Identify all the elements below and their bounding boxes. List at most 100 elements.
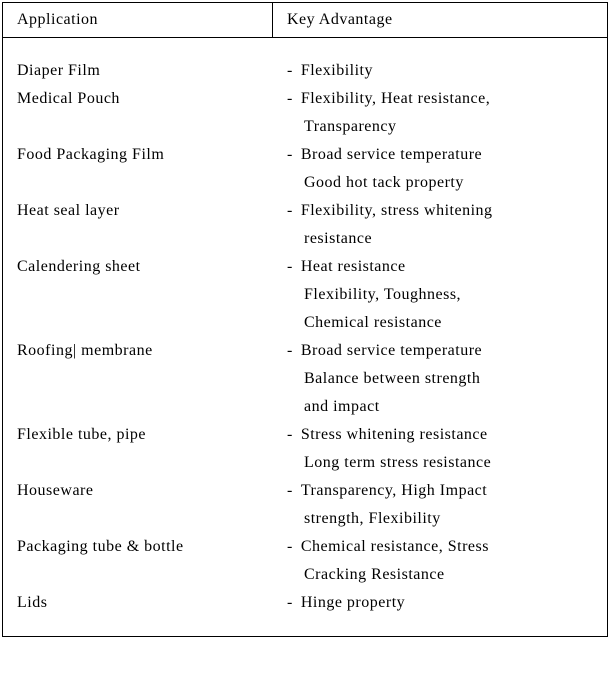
- advantage-cell: -Flexibility, Heat resistance,: [287, 86, 593, 112]
- advantage-text: Transparency: [304, 114, 397, 140]
- header-advantage: Key Advantage: [273, 3, 608, 38]
- advantage-line: -Chemical resistance, Stress: [287, 534, 593, 560]
- advantage-cell: -Flexibility, stress whitening: [287, 198, 593, 224]
- advantage-line: -Transparency, High Impact: [287, 478, 593, 504]
- table-row: Transparency: [17, 114, 593, 140]
- advantage-text: strength, Flexibility: [304, 506, 441, 532]
- advantage-text: Broad service temperature: [301, 338, 482, 364]
- advantage-cell: strength, Flexibility: [287, 506, 593, 532]
- advantage-line: Transparency: [287, 114, 593, 140]
- table-row: Balance between strength: [17, 366, 593, 392]
- bullet-icon: -: [287, 58, 301, 84]
- advantage-text: Good hot tack property: [304, 170, 464, 196]
- bullet-icon: -: [287, 338, 301, 364]
- indent-spacer: [287, 226, 304, 252]
- indent-spacer: [287, 170, 304, 196]
- advantage-text: Long term stress resistance: [304, 450, 491, 476]
- bullet-icon: -: [287, 86, 301, 112]
- table-row: Good hot tack property: [17, 170, 593, 196]
- application-cell: Medical Pouch: [17, 86, 287, 112]
- application-cell: Heat seal layer: [17, 198, 287, 224]
- bullet-icon: -: [287, 142, 301, 168]
- advantage-line: -Flexibility, stress whitening: [287, 198, 593, 224]
- application-cell: Calendering sheet: [17, 254, 287, 280]
- application-cell: Houseware: [17, 478, 287, 504]
- table-body-cell: Diaper Film-FlexibilityMedical Pouch-Fle…: [3, 38, 608, 637]
- advantage-text: resistance: [304, 226, 372, 252]
- header-application: Application: [3, 3, 273, 38]
- advantage-text: Flexibility, Toughness,: [304, 282, 461, 308]
- table-row: and impact: [17, 394, 593, 420]
- advantage-cell: -Transparency, High Impact: [287, 478, 593, 504]
- advantage-cell: resistance: [287, 226, 593, 252]
- advantage-text: Chemical resistance: [304, 310, 442, 336]
- advantage-cell: Good hot tack property: [287, 170, 593, 196]
- advantage-cell: -Broad service temperature: [287, 142, 593, 168]
- advantage-cell: Flexibility, Toughness,: [287, 282, 593, 308]
- indent-spacer: [287, 562, 304, 588]
- application-cell: Roofing| membrane: [17, 338, 287, 364]
- application-cell: Flexible tube, pipe: [17, 422, 287, 448]
- advantage-cell: -Heat resistance: [287, 254, 593, 280]
- table-row: resistance: [17, 226, 593, 252]
- advantage-line: -Broad service temperature: [287, 338, 593, 364]
- table-row: Chemical resistance: [17, 310, 593, 336]
- bullet-icon: -: [287, 478, 301, 504]
- advantage-cell: Cracking Resistance: [287, 562, 593, 588]
- advantage-cell: -Stress whitening resistance: [287, 422, 593, 448]
- table-row: Food Packaging Film-Broad service temper…: [17, 142, 593, 168]
- indent-spacer: [287, 114, 304, 140]
- advantage-line: Chemical resistance: [287, 310, 593, 336]
- advantage-text: Flexibility, stress whitening: [301, 198, 493, 224]
- indent-spacer: [287, 506, 304, 532]
- advantage-text: and impact: [304, 394, 380, 420]
- advantage-text: Hinge property: [301, 590, 405, 616]
- advantage-text: Broad service temperature: [301, 142, 482, 168]
- bullet-icon: -: [287, 590, 301, 616]
- indent-spacer: [287, 310, 304, 336]
- table-row: Packaging tube & bottle-Chemical resista…: [17, 534, 593, 560]
- advantage-cell: Transparency: [287, 114, 593, 140]
- table-row: Cracking Resistance: [17, 562, 593, 588]
- application-cell: Packaging tube & bottle: [17, 534, 287, 560]
- advantage-line: Good hot tack property: [287, 170, 593, 196]
- advantage-line: -Broad service temperature: [287, 142, 593, 168]
- indent-spacer: [287, 394, 304, 420]
- advantage-text: Cracking Resistance: [304, 562, 445, 588]
- advantage-line: -Hinge property: [287, 590, 593, 616]
- indent-spacer: [287, 282, 304, 308]
- table-row: Medical Pouch-Flexibility, Heat resistan…: [17, 86, 593, 112]
- bullet-icon: -: [287, 198, 301, 224]
- advantage-line: strength, Flexibility: [287, 506, 593, 532]
- indent-spacer: [287, 366, 304, 392]
- application-cell: Diaper Film: [17, 58, 287, 84]
- advantage-line: -Heat resistance: [287, 254, 593, 280]
- advantage-cell: -Hinge property: [287, 590, 593, 616]
- advantage-line: -Stress whitening resistance: [287, 422, 593, 448]
- table-row: Lids-Hinge property: [17, 590, 593, 616]
- advantage-line: Flexibility, Toughness,: [287, 282, 593, 308]
- advantage-line: -Flexibility: [287, 58, 593, 84]
- advantage-cell: -Flexibility: [287, 58, 593, 84]
- table-row: Calendering sheet-Heat resistance: [17, 254, 593, 280]
- advantage-text: Heat resistance: [301, 254, 406, 280]
- advantage-text: Balance between strength: [304, 366, 480, 392]
- bullet-icon: -: [287, 534, 301, 560]
- application-cell: Food Packaging Film: [17, 142, 287, 168]
- advantage-cell: Balance between strength: [287, 366, 593, 392]
- table-row: Flexible tube, pipe-Stress whitening res…: [17, 422, 593, 448]
- table-row: strength, Flexibility: [17, 506, 593, 532]
- table-row: Flexibility, Toughness,: [17, 282, 593, 308]
- advantage-cell: and impact: [287, 394, 593, 420]
- table-row: Houseware-Transparency, High Impact: [17, 478, 593, 504]
- bullet-icon: -: [287, 254, 301, 280]
- advantage-cell: Long term stress resistance: [287, 450, 593, 476]
- table-row: Diaper Film-Flexibility: [17, 58, 593, 84]
- advantage-text: Flexibility: [301, 58, 373, 84]
- application-cell: Lids: [17, 590, 287, 616]
- indent-spacer: [287, 450, 304, 476]
- table-body-row: Diaper Film-FlexibilityMedical Pouch-Fle…: [3, 38, 608, 637]
- advantage-line: resistance: [287, 226, 593, 252]
- advantage-cell: Chemical resistance: [287, 310, 593, 336]
- bullet-icon: -: [287, 422, 301, 448]
